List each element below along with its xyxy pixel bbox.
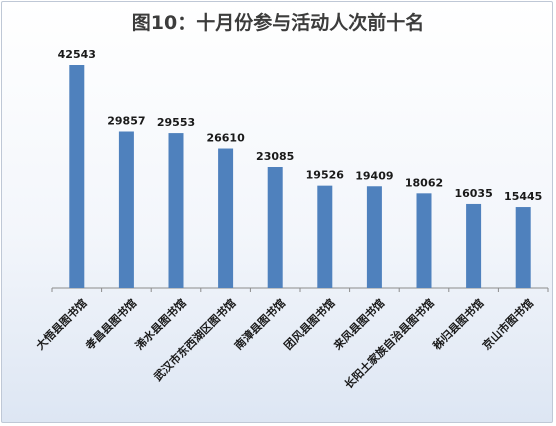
category-label-4: 武汉市东西湖区图书馆: [151, 296, 239, 384]
data-label-9: 16035: [454, 187, 492, 200]
bar-7: [366, 186, 382, 288]
data-label-1: 42543: [58, 48, 96, 61]
category-label-6: 团风县图书馆: [281, 296, 338, 353]
category-label-1: 大悟县图书馆: [33, 296, 90, 353]
data-label-4: 26610: [206, 132, 245, 145]
category-label-3: 浠水县图书馆: [132, 296, 189, 353]
bar-1: [69, 65, 85, 288]
bar-9: [466, 203, 482, 288]
category-label-5: 南漳县图书馆: [231, 296, 288, 353]
data-label-5: 23085: [256, 150, 294, 163]
bar-6: [317, 185, 333, 288]
category-label-9: 秭归县图书馆: [430, 296, 487, 353]
category-label-10: 京山市图书馆: [479, 296, 536, 353]
bar-2: [118, 131, 134, 288]
data-label-10: 15445: [504, 190, 542, 203]
bar-5: [267, 166, 283, 288]
data-label-2: 29857: [107, 114, 145, 127]
category-label-2: 孝昌县图书馆: [82, 296, 139, 353]
bar-10: [515, 207, 531, 288]
category-label-8: 长阳土家族自治县图书馆: [341, 296, 436, 391]
bar-3: [168, 133, 184, 288]
bar-4: [218, 148, 234, 288]
data-label-3: 29553: [157, 116, 195, 129]
bar-8: [416, 193, 432, 288]
data-label-7: 19409: [355, 169, 393, 182]
data-label-6: 19526: [306, 169, 345, 182]
data-label-8: 18062: [405, 176, 443, 189]
chart-title: 图10：十月份参与活动人次前十名: [131, 12, 425, 34]
